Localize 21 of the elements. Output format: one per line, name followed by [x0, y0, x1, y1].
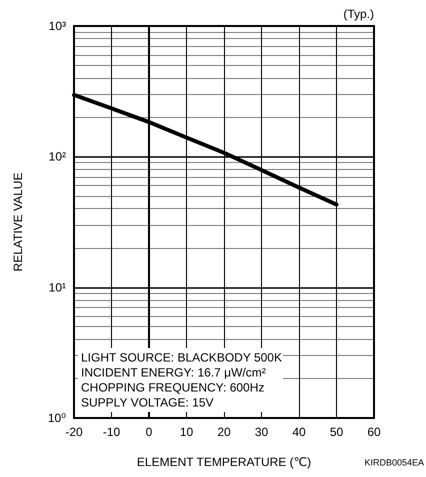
x-tick-label: 20 [217, 425, 231, 439]
y-tick-label: 10⁰ [48, 411, 66, 425]
x-tick-label: 40 [292, 425, 306, 439]
x-tick-label: 0 [146, 425, 153, 439]
annotation: CHOPPING FREQUENCY: 600Hz [81, 380, 264, 394]
x-tick-label: 60 [367, 425, 381, 439]
y-tick-label: 10³ [48, 19, 66, 33]
text: KIRDB0054EA [364, 458, 424, 468]
x-tick-label: 10 [180, 425, 194, 439]
y-tick-label: 10² [48, 150, 66, 164]
x-tick-label: 30 [254, 425, 268, 439]
text: (Typ.) [343, 7, 374, 21]
y-axis-title: RELATIVE VALUE [11, 172, 25, 272]
annotation: SUPPLY VOLTAGE: 15V [81, 396, 214, 410]
x-axis-title: ELEMENT TEMPERATURE (℃) [136, 455, 312, 469]
x-tick-label: 50 [330, 425, 344, 439]
y-tick-label: 10¹ [48, 280, 66, 294]
x-tick-label: -20 [65, 425, 83, 439]
annotation: LIGHT SOURCE: BLACKBODY 500K [81, 350, 282, 364]
x-tick-label: -10 [102, 425, 120, 439]
annotation: INCIDENT ENERGY: 16.7 μW/cm² [81, 366, 266, 380]
